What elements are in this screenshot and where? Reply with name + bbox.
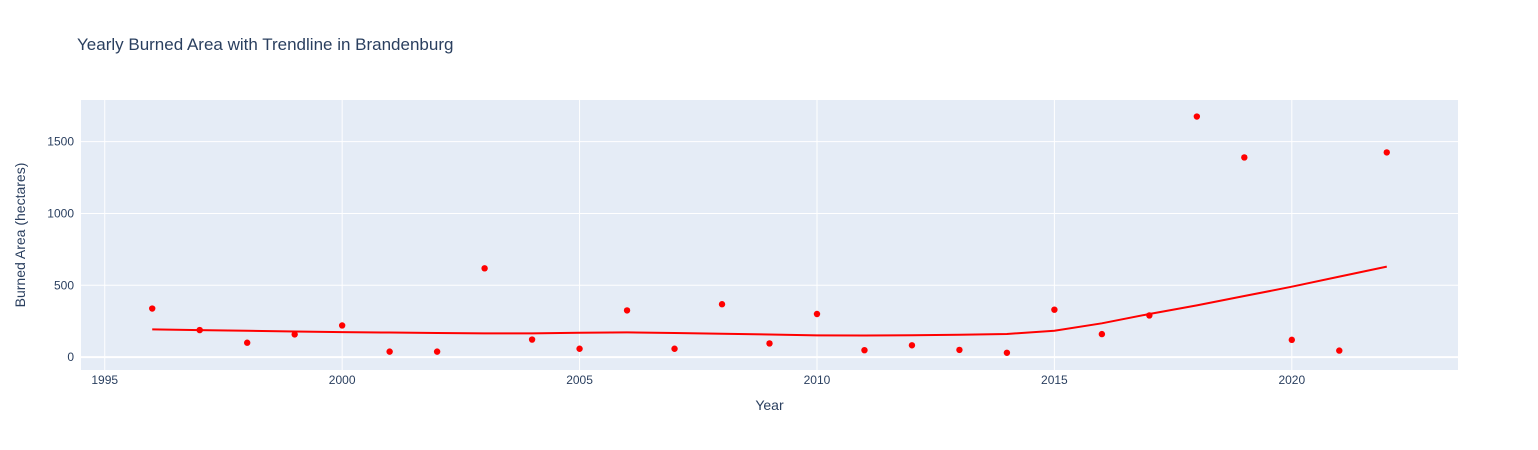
tick-labels: 1995 2000 2005 2010 2015 2020 0 500 1000 1500 <box>47 135 1305 387</box>
data-point <box>623 307 631 314</box>
data-point <box>433 348 441 355</box>
data-point <box>481 265 488 272</box>
data-point <box>813 310 821 318</box>
data-point <box>243 339 251 346</box>
x-tick-label: 2000 <box>329 373 356 387</box>
data-point <box>1288 336 1296 344</box>
x-axis-title: Year <box>755 397 784 413</box>
data-point <box>1098 330 1106 338</box>
data-point <box>766 340 773 347</box>
data-point <box>861 346 868 354</box>
y-tick-label: 500 <box>54 278 74 292</box>
data-point <box>196 326 203 334</box>
data-point <box>671 345 678 352</box>
data-point <box>1003 349 1011 356</box>
data-point <box>1146 312 1153 319</box>
chart-title: Yearly Burned Area with Trendline in Bra… <box>77 35 453 54</box>
data-point <box>149 305 156 312</box>
data-point <box>291 331 298 338</box>
data-point <box>1051 306 1058 313</box>
x-tick-label: 1995 <box>91 373 118 387</box>
x-tick-label: 2015 <box>1041 373 1068 387</box>
trendline <box>152 265 1387 337</box>
data-point <box>1383 149 1390 156</box>
y-tick-label: 1000 <box>47 206 74 220</box>
x-tick-label: 2020 <box>1278 373 1305 387</box>
data-series <box>149 113 1390 356</box>
data-point <box>576 345 583 352</box>
grid-lines <box>81 100 1458 370</box>
data-point <box>528 336 536 343</box>
y-tick-label: 0 <box>67 350 74 364</box>
data-point <box>338 322 346 329</box>
plot-background <box>81 100 1458 370</box>
y-tick-label: 1500 <box>47 135 74 149</box>
data-point <box>956 346 963 354</box>
data-point <box>908 342 916 349</box>
data-point <box>718 301 726 308</box>
y-axis-title: Burned Area (hectares) <box>12 163 28 308</box>
data-point <box>1193 113 1201 120</box>
data-point <box>1336 347 1343 354</box>
x-tick-label: 2005 <box>566 373 593 387</box>
data-point <box>1241 154 1248 161</box>
x-tick-label: 2010 <box>804 373 831 387</box>
data-point <box>386 348 393 355</box>
